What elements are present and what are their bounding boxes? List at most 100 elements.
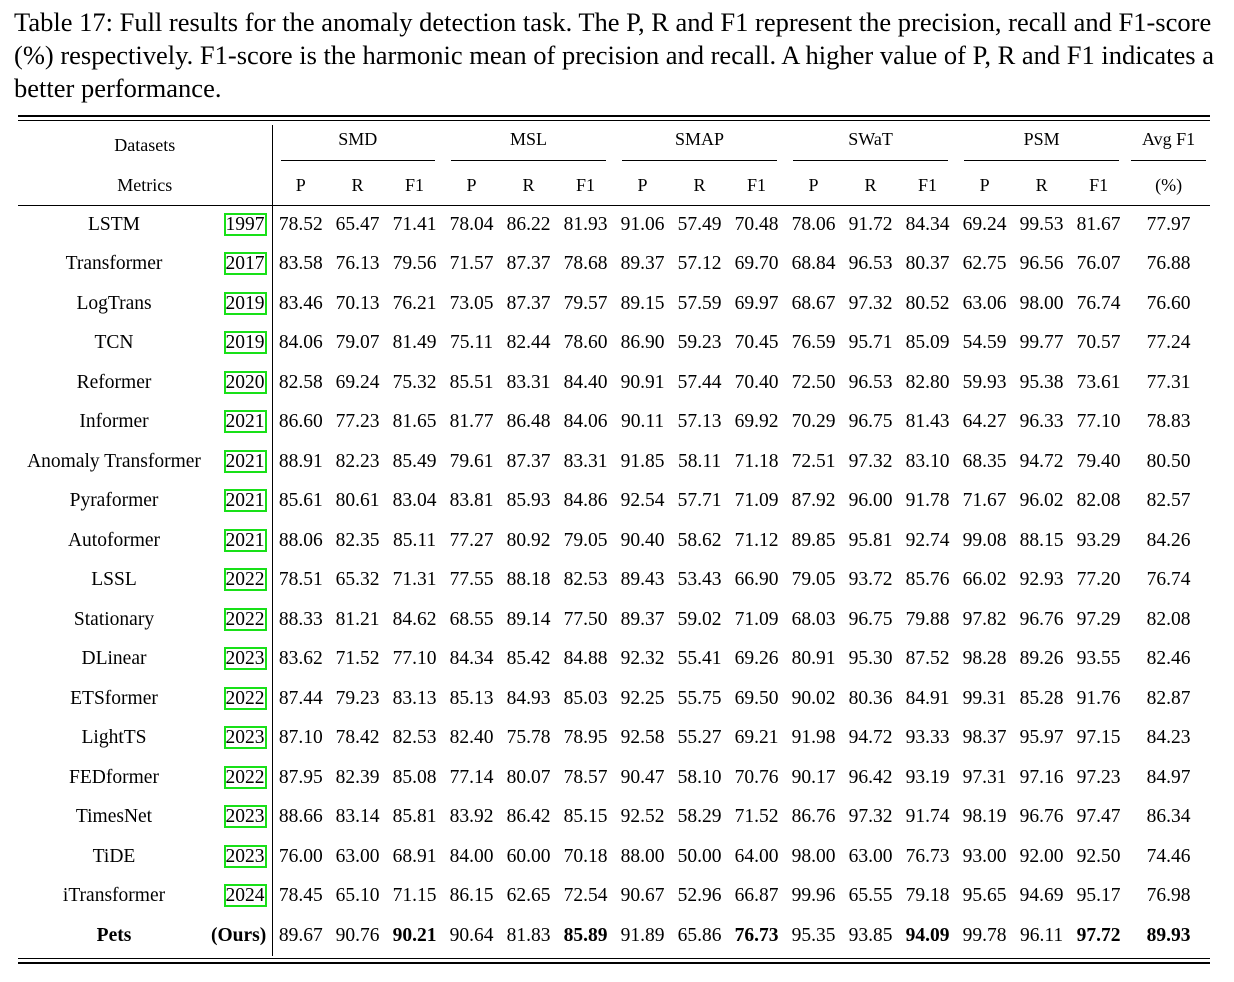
metric-cell: 91.76 <box>1076 687 1121 709</box>
metric-cell: 76.74 <box>1076 292 1121 314</box>
metric-cell: 76.88 <box>1146 253 1191 275</box>
citation-link[interactable]: 2021 <box>210 481 273 521</box>
metric-cell: 85.13 <box>449 687 494 709</box>
metric-cell: 95.30 <box>848 648 893 670</box>
metric-cell: 82.44 <box>506 332 551 354</box>
metric-cell: 69.50 <box>734 687 779 709</box>
metric-cell: 78.42 <box>335 727 380 749</box>
metric-cell: 98.00 <box>1019 292 1064 314</box>
model-name: Reformer <box>76 371 152 393</box>
avg-f1-header: Avg F1 <box>1127 125 1210 165</box>
metric-cell: 91.72 <box>848 213 893 235</box>
citation-link[interactable]: 2021 <box>210 442 273 482</box>
metric-cell: 71.41 <box>392 213 437 235</box>
metric-cell: 82.40 <box>449 727 494 749</box>
citation-link[interactable]: 2022 <box>210 679 273 719</box>
metric-cell: 84.26 <box>1146 529 1191 551</box>
metric-cell: 77.50 <box>563 608 608 630</box>
metric-cell: 95.35 <box>791 924 836 946</box>
metric-cell: 96.02 <box>1019 490 1064 512</box>
metric-cell: 98.37 <box>962 727 1007 749</box>
metric-cell: 90.91 <box>620 371 665 393</box>
citation-link[interactable]: 2023 <box>210 797 273 837</box>
citation-link[interactable]: 2017 <box>210 244 273 284</box>
metric-cell: 71.67 <box>962 490 1007 512</box>
metric-cell: 87.37 <box>506 253 551 275</box>
metric-cell: 58.29 <box>677 806 722 828</box>
metric-cell: 69.26 <box>734 648 779 670</box>
metric-cell: 66.02 <box>962 569 1007 591</box>
metric-cell: 69.92 <box>734 411 779 433</box>
metric-cell: 81.49 <box>392 332 437 354</box>
metric-cell: 88.33 <box>278 608 323 630</box>
citation-link[interactable]: 2020 <box>210 363 273 403</box>
metric-cell: 93.33 <box>905 727 950 749</box>
metric-cell: 84.40 <box>563 371 608 393</box>
citation-link[interactable]: 2023 <box>210 837 273 877</box>
citation-link[interactable]: 2019 <box>210 323 273 363</box>
metric-cell: 88.91 <box>278 450 323 472</box>
citation-link[interactable]: 1997 <box>210 205 273 245</box>
metric-cell: 79.61 <box>449 450 494 472</box>
metric-cell: 78.83 <box>1146 411 1191 433</box>
metric-cell: 83.62 <box>278 648 323 670</box>
metric-cell: 89.37 <box>620 608 665 630</box>
metric-cell: 81.67 <box>1076 213 1121 235</box>
metric-cell: 87.37 <box>506 450 551 472</box>
citation-link[interactable]: 2021 <box>210 521 273 561</box>
table-row: LightTS 2023 87.10 78.42 82.53 82.40 75.78 78.9… <box>18 718 1210 758</box>
citation-link[interactable]: 2022 <box>210 758 273 798</box>
citation-link[interactable]: 2023 <box>210 718 273 758</box>
metric-header: F1 <box>405 174 425 195</box>
metric-cell: 76.07 <box>1076 253 1121 275</box>
metric-cell: 79.18 <box>905 885 950 907</box>
model-name: Anomaly Transformer <box>27 450 201 472</box>
metric-cell: 76.00 <box>278 845 323 867</box>
metric-cell: 53.43 <box>677 569 722 591</box>
metric-header: P <box>637 174 648 195</box>
dataset-header-swat: SWaT <box>785 125 956 165</box>
metric-cell: 89.14 <box>506 608 551 630</box>
citation-link[interactable]: 2021 <box>210 402 273 442</box>
model-name: Autoformer <box>67 529 161 551</box>
metric-cell: 81.65 <box>392 411 437 433</box>
metric-cell: 68.03 <box>791 608 836 630</box>
metric-cell: 89.37 <box>620 253 665 275</box>
citation-link[interactable]: 2022 <box>210 600 273 640</box>
metric-cell: 66.90 <box>734 569 779 591</box>
metric-header: P <box>466 174 477 195</box>
metric-cell: 72.54 <box>563 885 608 907</box>
metric-cell: 90.76 <box>335 924 380 946</box>
metric-cell: 92.00 <box>1019 845 1064 867</box>
metric-cell: 93.85 <box>848 924 893 946</box>
dataset-header-smap: SMAP <box>614 125 785 165</box>
header-row-datasets: Datasets SMD MSL SMAP SWaT PSM Avg F1 <box>18 125 1210 165</box>
metric-cell: 88.66 <box>278 806 323 828</box>
citation-link[interactable]: 2023 <box>210 639 273 679</box>
metric-cell: 92.52 <box>620 806 665 828</box>
metric-cell: 86.22 <box>506 213 551 235</box>
model-name: LogTrans <box>76 292 152 314</box>
table-row: Pyraformer 2021 85.61 80.61 83.04 83.81 85.93 8… <box>18 481 1210 521</box>
metric-cell: 88.00 <box>620 845 665 867</box>
metric-cell: 76.13 <box>335 253 380 275</box>
citation-link[interactable]: 2024 <box>210 876 273 916</box>
metric-cell: 92.93 <box>1019 569 1064 591</box>
citation-link[interactable]: 2022 <box>210 560 273 600</box>
table-row: iTransformer 2024 78.45 65.10 71.15 86.15 62.6… <box>18 876 1210 916</box>
metric-cell: 89.85 <box>791 529 836 551</box>
metric-cell: 78.52 <box>278 213 323 235</box>
metric-cell: 98.19 <box>962 806 1007 828</box>
results-grid: Datasets SMD MSL SMAP SWaT PSM Avg F1 Me… <box>18 125 1210 956</box>
metric-cell: 83.10 <box>905 450 950 472</box>
metric-cell: 84.91 <box>905 687 950 709</box>
metric-cell: 70.45 <box>734 332 779 354</box>
citation-link[interactable]: 2019 <box>210 284 273 324</box>
metric-cell: 82.08 <box>1146 608 1191 630</box>
table-row: TCN 2019 84.06 79.07 81.49 75.11 82.44 78.60 86.… <box>18 323 1210 363</box>
metric-cell: 84.88 <box>563 648 608 670</box>
metric-cell: 91.74 <box>905 806 950 828</box>
metric-cell: 71.09 <box>734 490 779 512</box>
metric-cell: 77.55 <box>449 569 494 591</box>
metric-cell: 95.97 <box>1019 727 1064 749</box>
